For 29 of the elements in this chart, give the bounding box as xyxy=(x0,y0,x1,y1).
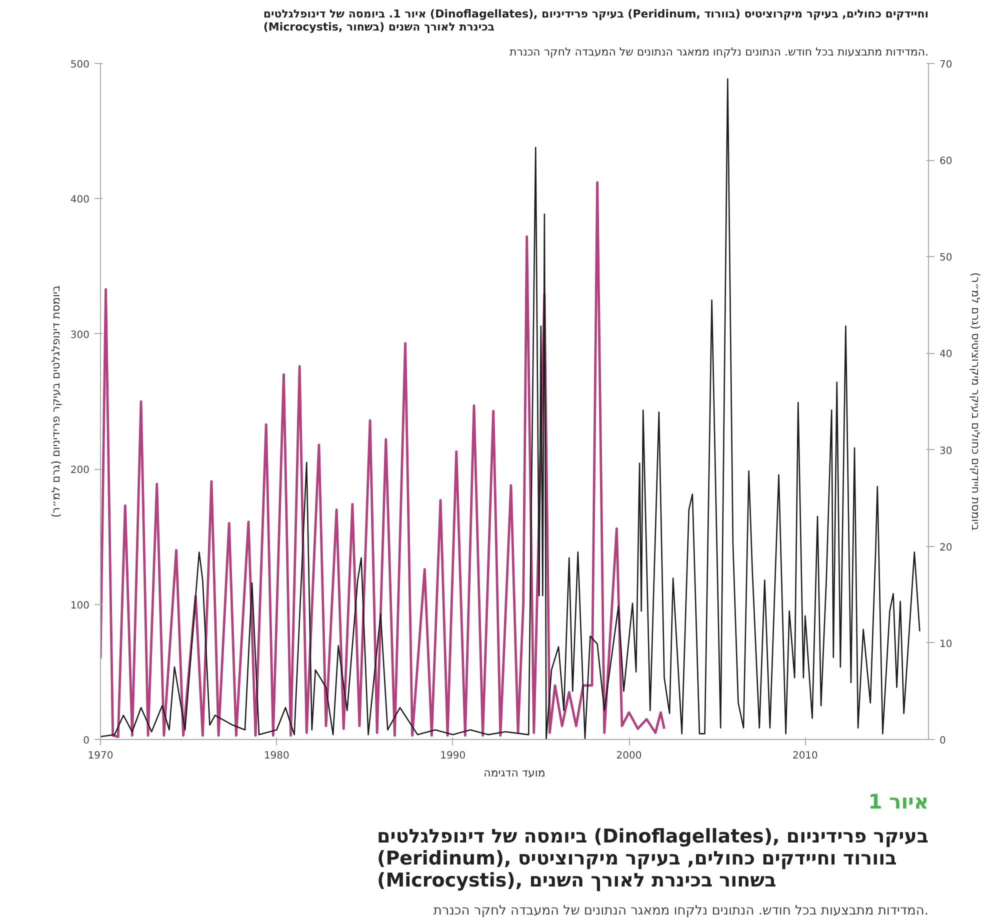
text: ביומסה של דינופלגלטים (Dinoflagellates), בעיקר פרידיניום (Peridinum), בוורוד וחיידקים כחולים, בעיקר מיקרוציטיס (Microcystis), בשחור בכינרת לאורך השנים xyxy=(377,826,929,892)
chart-title: איור 1. ביומסה של דינופלגלטים (Dinoflagellates), בעיקר פרידיניום (Peridinum, בוורוד) וחיידקים כחולים, בעיקר מיקרוציטיס (Microcystis, בשחור) בכינרת לאורך השנים xyxy=(263,8,929,34)
x-tick-label: 2010 xyxy=(792,750,818,762)
line-series xyxy=(100,181,666,738)
y-tick-label: 300 xyxy=(70,330,90,341)
x-tick-label: 2000 xyxy=(616,750,642,762)
text: המדידות מתבצעות בכל חודש. הנתונים נלקחו ממאגר הנתונים של המעבדה לחקר הכנרת. xyxy=(433,904,929,918)
y-tick-label: 400 xyxy=(70,194,90,206)
y2-tick-label: 30 xyxy=(940,446,952,457)
x-tick-label: 1980 xyxy=(264,750,290,762)
text: איור 1 xyxy=(868,790,929,814)
y2-tick-label: 0 xyxy=(940,736,946,746)
y-tick-label: 0 xyxy=(83,736,90,746)
y2-tick-label: 60 xyxy=(940,156,952,168)
y-tick-label: 500 xyxy=(70,60,90,70)
y-axis-title: ביומסת דינופלגלטים בעיקר פרידיניום (גרם למ״ר) xyxy=(49,285,62,518)
y-tick-label: 200 xyxy=(70,465,90,476)
y2-tick-label: 10 xyxy=(940,638,952,650)
x-tick-label: 1970 xyxy=(88,750,114,762)
x-tick-label: 1990 xyxy=(440,750,466,762)
y-tick-label: 100 xyxy=(70,600,90,612)
y2-tick-label: 70 xyxy=(940,60,952,70)
y2-tick-label: 20 xyxy=(940,542,952,554)
y2-axis-title: ביומסת חיידקים כחולים בעיקר מיקרוציטיס (גרם למ״ר) xyxy=(969,272,982,531)
y2-tick-label: 40 xyxy=(940,349,952,360)
x-axis-title: מועד הדגימה xyxy=(484,766,546,780)
line-series xyxy=(100,78,920,740)
chart-subtitle: המדידות מתבצעות בכל חודש. הנתונים נלקחו ממאגר הנתונים של המעבדה לחקר הכנרת. xyxy=(510,46,929,58)
y2-tick-label: 50 xyxy=(940,252,952,264)
